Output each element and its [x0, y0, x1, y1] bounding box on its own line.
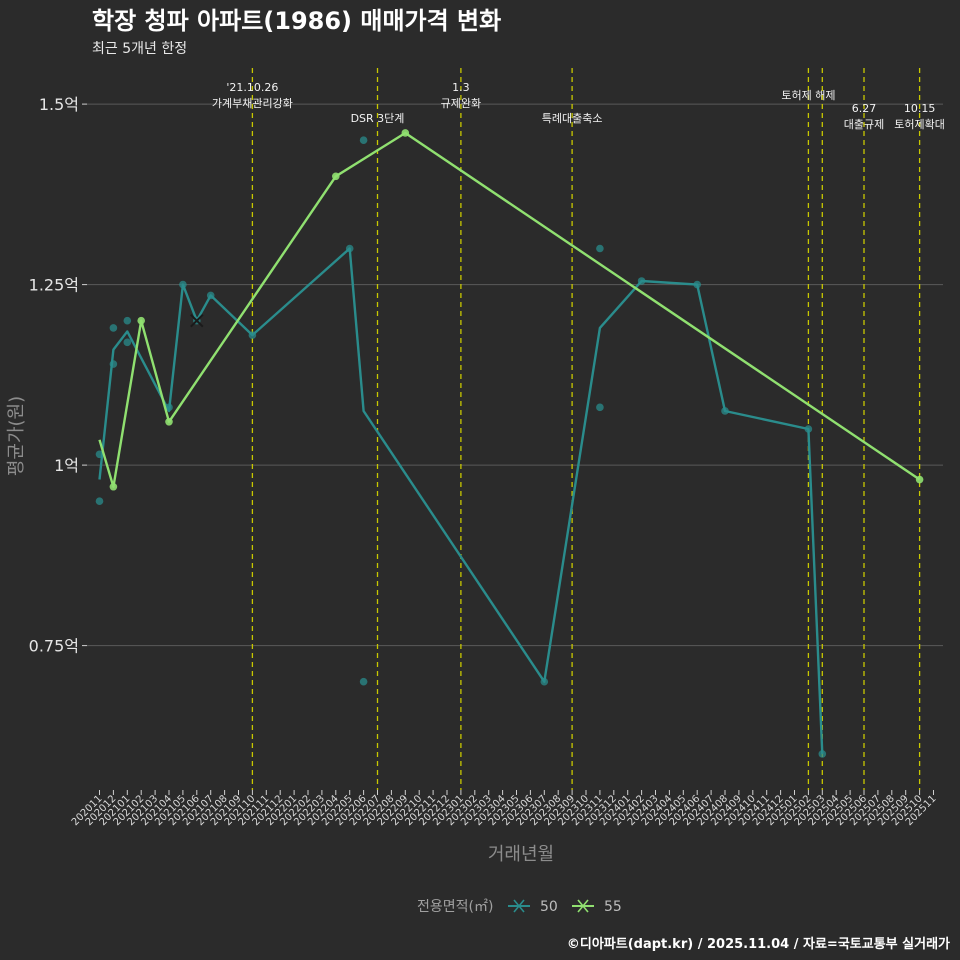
- data-point-55-5: [915, 475, 924, 484]
- chart-subtitle: 최근 5개년 한정: [92, 41, 187, 57]
- event-label-2-1: 규제완화: [441, 97, 481, 110]
- legend-cross-icon-55: [577, 899, 589, 913]
- x-axis-title: 거래년월: [488, 844, 554, 865]
- data-point-50-10: [248, 331, 257, 339]
- event-label-7-0: 10.15: [904, 102, 936, 115]
- legend-title: 전용면적(㎡): [417, 899, 493, 915]
- series-55: [98, 129, 924, 491]
- data-point-50-9: [206, 291, 215, 300]
- data-point-55-2: [165, 417, 173, 426]
- legend-item-50: 50: [508, 899, 558, 915]
- y-tick-label-0: 0.75억: [29, 637, 79, 656]
- data-point-50-12: [359, 136, 368, 144]
- event-label-0-0: '21.10.26: [226, 81, 278, 94]
- y-axis-title: 평균가(원): [6, 396, 27, 476]
- data-point-50-19: [721, 407, 729, 415]
- data-point-55-0: [109, 482, 118, 491]
- y-axis-ticks: 0.75억 1억 1.25억 1.5억: [29, 95, 87, 656]
- legend-item-55: 55: [572, 899, 622, 915]
- data-point-50-3: [109, 360, 118, 368]
- source-caption: ©디아파트(dapt.kr) / 2025.11.04 / 자료=국토교통부 실…: [567, 936, 950, 952]
- data-point-50-18: [693, 280, 701, 289]
- data-point-55-1: [137, 316, 145, 325]
- data-point-50-2: [109, 324, 118, 332]
- event-label-3-0: 특례대출축소: [542, 112, 603, 125]
- data-point-50-20: [804, 425, 813, 433]
- event-label-0-1: 가계부채관리강화: [212, 97, 293, 110]
- data-point-50-13: [359, 677, 368, 686]
- data-point-50-7: [179, 280, 187, 289]
- event-label-4-0: 토허제 해제: [781, 88, 835, 102]
- data-point-50-14: [540, 677, 549, 686]
- series-50: [95, 136, 827, 758]
- data-point-50-11: [345, 244, 354, 253]
- legend-label-55: 55: [604, 899, 622, 915]
- legend-cross-icon-50: [513, 899, 525, 913]
- gridlines: [87, 103, 943, 647]
- data-point-50-4: [123, 316, 132, 325]
- y-tick-label-1: 1억: [54, 456, 79, 475]
- series-group: [95, 129, 924, 758]
- data-point-50-0: [95, 450, 104, 459]
- event-label-1-0: DSR 3단계: [351, 112, 405, 125]
- event-label-6-0: 6.27: [852, 102, 877, 115]
- y-tick-label-2: 1.25억: [29, 276, 79, 295]
- data-point-50-15: [596, 244, 604, 253]
- data-point-50-6: [165, 403, 173, 412]
- legend: 전용면적(㎡) 50 55: [417, 899, 622, 915]
- legend-label-50: 50: [540, 899, 558, 915]
- event-label-6-1: 대출규제: [844, 118, 884, 131]
- data-point-55-4: [401, 129, 410, 137]
- data-point-50-17: [637, 277, 646, 285]
- chart-title: 학장 청파 아파트(1986) 매매가격 변화: [92, 7, 501, 35]
- event-label-7-1: 토허제확대: [894, 118, 945, 131]
- cross-marker-icon: [190, 313, 204, 328]
- data-point-50-1: [95, 497, 104, 506]
- data-point-55-3: [332, 172, 340, 181]
- y-tick-label-3: 1.5억: [39, 95, 79, 114]
- event-label-2-0: 1.3: [452, 81, 470, 94]
- data-point-50-16: [596, 403, 604, 412]
- data-point-50-5: [123, 338, 132, 347]
- data-point-50-21: [818, 750, 827, 758]
